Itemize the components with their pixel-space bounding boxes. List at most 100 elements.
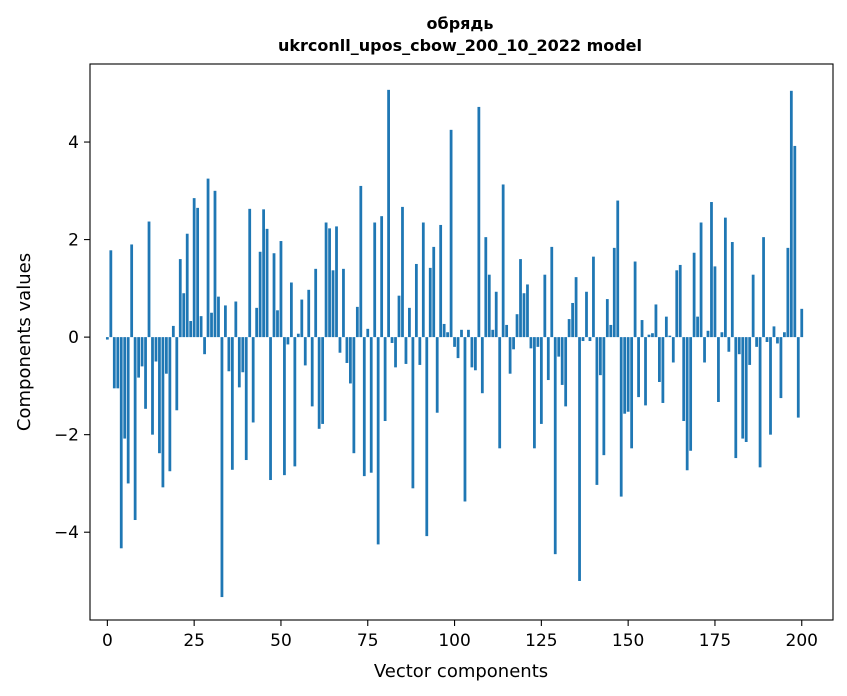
bar-142 [598,337,602,376]
bar-101 [456,337,460,359]
bar-163 [671,337,675,363]
bar-18 [168,337,172,472]
bar-26 [196,207,200,338]
bar-136 [578,337,581,581]
bar-157 [651,333,654,338]
bar-190 [765,337,769,342]
x-tick-label: 175 [699,631,731,651]
bar-191 [769,337,772,435]
bar-51 [283,337,286,476]
bar-91 [421,222,425,338]
bar-172 [703,337,706,363]
bar-29 [206,178,210,338]
bar-69 [345,337,349,363]
bar-70 [349,337,352,384]
bar-9 [137,337,140,378]
bar-22 [182,293,186,338]
bar-10 [140,337,144,367]
bar-199 [796,337,800,418]
bar-84 [397,295,401,338]
y-tick-label: 2 [68,231,79,251]
bar-162 [668,335,672,338]
bar-76 [369,337,373,473]
bar-108 [480,337,484,394]
bar-32 [217,296,220,338]
bar-85 [401,206,404,338]
bar-49 [276,310,279,338]
plot-frame [89,63,834,621]
bar-30 [210,312,213,338]
bar-116 [508,337,512,374]
bar-178 [723,217,727,338]
bar-182 [737,337,741,355]
bar-6 [126,337,130,484]
bar-120 [522,293,526,338]
bar-181 [734,337,738,459]
bar-83 [394,337,397,368]
bar-118 [515,314,519,338]
bar-74 [362,337,366,477]
bar-48 [272,253,276,338]
x-tick-label: 0 [102,631,113,651]
bar-92 [425,337,429,537]
bar-46 [265,228,269,338]
bar-145 [609,324,613,338]
bar-174 [710,202,713,338]
bar-135 [574,277,578,338]
bar-139 [588,337,592,342]
bar-82 [390,337,394,343]
bar-5 [123,337,127,439]
bar-152 [633,261,637,338]
bar-186 [751,274,755,338]
bar-114 [501,184,505,338]
bar-171 [699,222,703,338]
chart-title: обрядь [427,14,494,33]
bar-125 [539,337,543,424]
bar-50 [279,241,283,338]
bar-176 [717,337,720,402]
bar-3 [116,337,120,389]
bar-13 [151,337,154,435]
bar-0 [105,337,109,340]
bar-195 [783,332,786,338]
bar-122 [529,337,533,349]
x-tick-label: 75 [357,631,379,651]
bar-44 [258,251,262,338]
bar-133 [567,319,571,338]
bar-194 [779,337,783,399]
bar-94 [432,246,436,338]
bar-23 [185,233,189,338]
bar-158 [654,304,658,338]
bar-168 [689,337,693,451]
bar-131 [560,337,564,385]
bar-36 [230,337,234,470]
y-axis-ticks: −4 −2 0 2 4 [54,133,90,543]
y-tick-label: −4 [54,523,79,543]
bar-197 [789,90,793,338]
bar-35 [227,337,231,372]
bar-67 [338,337,342,353]
chart-subtitle: ukrconll_upos_cbow_200_10_2022 model [278,36,642,55]
bar-34 [224,305,227,338]
bar-111 [491,329,495,338]
bar-121 [526,284,529,338]
bar-71 [352,337,356,454]
bar-137 [581,337,585,342]
bar-187 [755,337,759,347]
bar-141 [595,337,599,485]
bar-93 [428,267,432,338]
bar-39 [241,337,245,373]
bar-14 [154,337,158,362]
bar-167 [685,337,689,471]
bar-12 [147,221,151,338]
bar-45 [262,209,265,338]
bar-117 [512,337,515,350]
bar-110 [487,274,491,338]
bar-138 [585,291,588,338]
bar-41 [248,208,252,338]
bar-103 [463,337,467,502]
bar-130 [557,337,561,357]
x-tick-label: 200 [786,631,818,651]
bar-107 [477,106,481,338]
bar-126 [543,274,547,338]
